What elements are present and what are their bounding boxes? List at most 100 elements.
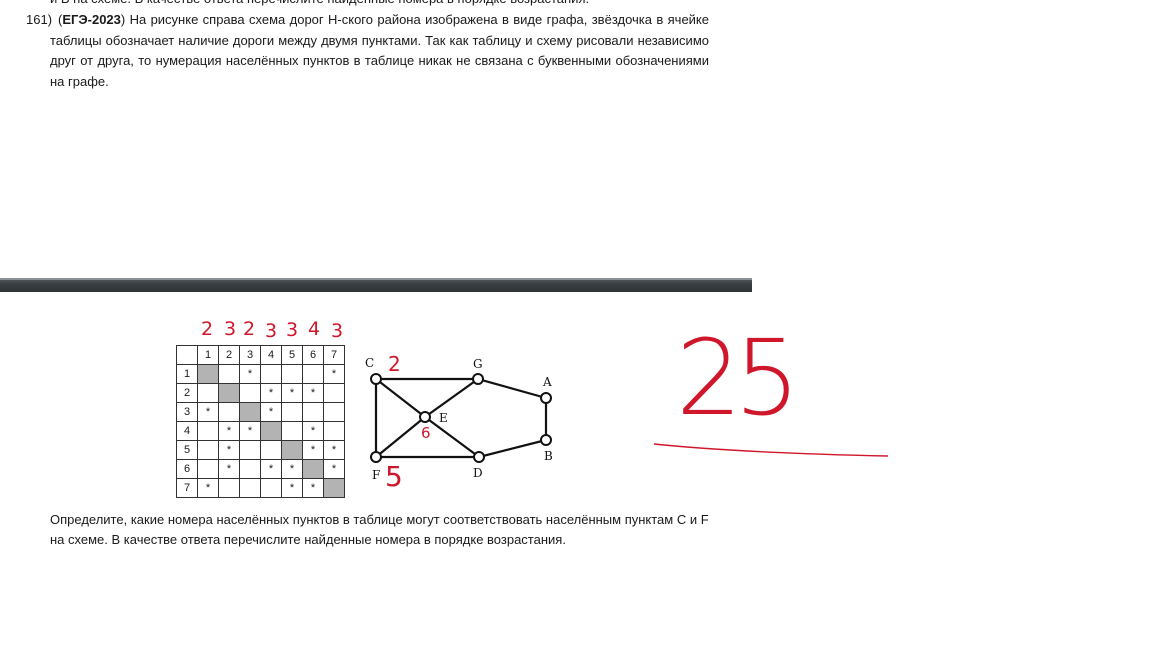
table-cell [197,440,219,460]
table-cell: * [281,383,303,403]
degree-6: 4 [308,318,321,340]
edge-b-d [478,438,547,459]
row-label: 5 [176,440,198,460]
underline-stroke [653,443,889,457]
table-cell: * [281,478,303,498]
table-cell [260,478,282,498]
label-e: E [439,411,448,425]
table-cell [239,402,261,422]
label-f: F [372,468,380,482]
table-cell: * [302,421,324,441]
table-cell [218,478,240,498]
table-header-cell: 6 [302,345,324,365]
row-label: 4 [176,421,198,441]
graph-edges [374,377,548,459]
table-row: 6 * * * * [176,459,345,479]
edge-g-e [424,378,479,418]
table-cell [323,421,345,441]
edge-e-f [375,416,426,458]
table-cell: * [323,364,345,384]
node-c [370,373,382,385]
node-g [472,373,484,385]
previous-problem-tail: и В на схеме. В качестве ответа перечисл… [50,0,589,9]
adjacency-table: 1 2 3 4 5 6 7 1 * * 2 * * * 3 * * 4 [176,345,345,498]
edge-e-d [424,416,480,458]
degree-4: 3 [265,320,278,342]
table-cell: * [260,402,282,422]
handwritten-c-number: 2 [388,352,401,376]
table-cell [239,478,261,498]
table-cell: * [302,478,324,498]
problem-text: ) На рисунке справа схема дорог Н-ского … [50,12,709,89]
problem-statement: (ЕГЭ-2023) На рисунке справа схема дорог… [50,10,709,92]
table-cell: * [239,364,261,384]
edge-g-a [477,377,547,400]
graph-nodes [370,373,552,463]
row-label: 1 [176,364,198,384]
exam-tag: ЕГЭ-2023 [62,12,121,27]
table-cell [218,383,240,403]
row-label: 3 [176,402,198,422]
table-cell: * [218,421,240,441]
degree-2: 3 [224,318,237,340]
table-cell [323,402,345,422]
table-cell [302,364,324,384]
table-cell [302,459,324,479]
answer-underline [653,443,889,457]
road-graph: C G A E B F D [365,356,553,482]
table-header-cell: 7 [323,345,345,365]
node-labels: C G A E B F D [365,356,553,482]
table-cell [197,459,219,479]
table-corner-cell [176,345,198,365]
table-row: 4 * * * [176,421,345,441]
table-row: 3 * * [176,402,345,422]
table-cell [281,421,303,441]
table-cell [197,421,219,441]
table-cell: * [218,440,240,460]
handwritten-f-number: 5 [385,460,403,493]
table-cell: * [302,383,324,403]
table-header-cell: 4 [260,345,282,365]
table-cell [218,364,240,384]
table-cell: * [260,459,282,479]
label-b: B [544,449,553,463]
node-a [540,392,552,404]
table-cell: * [260,383,282,403]
table-cell [239,459,261,479]
question-text: Определите, какие номера населённых пунк… [50,512,709,547]
table-cell [239,440,261,460]
table-cell: * [197,402,219,422]
page-separator-bar [0,278,752,292]
node-d [473,451,485,463]
handwritten-answer: 25 [676,317,800,439]
table-cell [302,402,324,422]
table-cell [218,402,240,422]
table-cell: * [197,478,219,498]
open-paren: ( [58,12,63,27]
table-header-cell: 3 [239,345,261,365]
table-row: 7 * * * [176,478,345,498]
table-cell [197,383,219,403]
problem-number: 161) [26,12,53,27]
table-header-cell: 1 [197,345,219,365]
table-cell [260,440,282,460]
table-header-cell: 2 [218,345,240,365]
node-f [370,451,382,463]
label-c: C [365,356,374,370]
node-b [540,434,552,446]
table-cell: * [323,440,345,460]
table-cell [281,402,303,422]
label-a: A [542,375,552,389]
degree-3: 2 [243,318,256,340]
table-cell [281,364,303,384]
table-row: 5 * * * [176,440,345,460]
label-g: G [473,357,483,371]
edge-c-e [375,378,426,418]
table-cell: * [302,440,324,460]
table-cell: * [281,459,303,479]
node-e [419,411,431,423]
row-label: 2 [176,383,198,403]
table-cell [260,364,282,384]
table-header-row: 1 2 3 4 5 6 7 [176,345,345,365]
row-label: 7 [176,478,198,498]
